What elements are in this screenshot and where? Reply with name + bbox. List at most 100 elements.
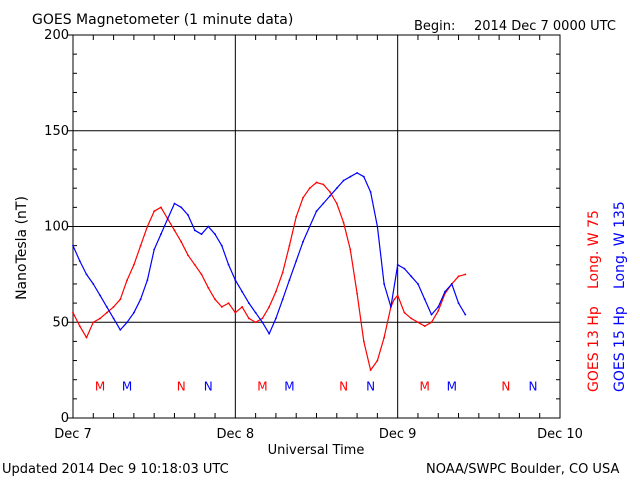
goes15-point — [247, 302, 250, 304]
midnight-marker: M — [122, 379, 132, 393]
goes15-point — [322, 202, 325, 205]
x-tick-label: Dec 7 — [54, 427, 92, 442]
goes15-point — [132, 311, 135, 314]
goes13-point — [281, 271, 284, 274]
x-axis-ticks: Dec 7 Dec 8 Dec 9 Dec 10 — [54, 35, 583, 442]
goes15-point — [119, 329, 122, 331]
chart-title: GOES Magnetometer (1 minute data) — [32, 12, 293, 28]
goes15-point — [329, 194, 331, 197]
goes15-point — [173, 202, 176, 205]
goes15-point — [227, 263, 230, 266]
goes15-point — [369, 191, 372, 193]
goes13-point — [99, 317, 101, 320]
goes15-point — [78, 260, 81, 262]
goes15-point — [430, 313, 433, 316]
goes13-point — [105, 311, 108, 314]
goes15-point — [376, 225, 379, 228]
goes13-point — [362, 340, 365, 343]
goes13-point — [288, 244, 291, 247]
goes13-point — [403, 311, 406, 314]
noon-marker: N — [177, 379, 186, 393]
midnight-marker: M — [284, 379, 294, 393]
x-axis-title: Universal Time — [268, 443, 365, 458]
goes15-point — [281, 298, 284, 301]
goes15-point — [180, 206, 183, 209]
goes13-point — [268, 306, 271, 308]
goes13-point — [295, 216, 298, 218]
goes13-point — [119, 298, 122, 301]
goes15-point — [362, 175, 365, 178]
midnight-marker: M — [420, 379, 430, 393]
goes13-point — [126, 279, 129, 282]
goes15-point — [423, 298, 426, 301]
goes15-point — [105, 306, 108, 308]
goes15-point — [308, 225, 311, 228]
goes13-point — [376, 359, 379, 362]
goes15-point — [166, 217, 169, 220]
goes15-point — [342, 179, 345, 182]
goes15-point — [437, 306, 440, 308]
goes13-point — [92, 321, 95, 324]
goes15-point — [261, 321, 264, 324]
goes15-point — [349, 175, 352, 178]
y-axis-ticks: 0 50 100 150 200 — [44, 28, 560, 426]
goes13-line — [72, 181, 466, 371]
goes15-point — [268, 332, 271, 335]
goes13-point — [85, 336, 88, 339]
goes15-point — [112, 317, 115, 320]
goes15-point — [254, 311, 257, 314]
updated-timestamp: Updated 2014 Dec 9 10:18:03 UTC — [2, 462, 229, 477]
goes15-point — [356, 171, 358, 174]
credit-text: NOAA/SWPC Boulder, CO USA — [426, 462, 619, 477]
goes13-point — [207, 286, 210, 289]
goes13-point — [227, 302, 230, 304]
goes13-point — [78, 325, 81, 327]
noon-marker: N — [528, 379, 537, 393]
goes13-point — [180, 240, 183, 243]
goes15-point — [396, 263, 399, 266]
goes13-point — [160, 206, 162, 209]
goes13-point — [437, 309, 440, 312]
goes13-point — [349, 248, 352, 251]
goes15-point — [146, 279, 149, 282]
goes13-point — [393, 298, 396, 301]
goes15-point — [234, 279, 237, 282]
goes15-point — [444, 290, 446, 293]
y-tick-label: 200 — [44, 28, 69, 43]
goes13-point — [335, 202, 338, 205]
y-tick-label: 100 — [44, 220, 69, 235]
x-tick-label: Dec 10 — [537, 427, 583, 442]
goes13-point — [153, 210, 156, 213]
midnight-marker: M — [257, 379, 267, 393]
x-tick-label: Dec 9 — [379, 427, 417, 442]
goes15-point — [288, 279, 291, 282]
goes15-point — [207, 225, 210, 228]
y-tick-label: 50 — [52, 315, 69, 330]
goes15-point — [193, 229, 196, 232]
goes15-line — [72, 172, 466, 335]
goes13-point — [173, 229, 176, 232]
goes15-point — [187, 214, 189, 216]
goes15-point — [335, 187, 338, 190]
midnight-marker: M — [447, 379, 457, 393]
y-tick-label: 150 — [44, 124, 69, 139]
goes13-point — [139, 244, 142, 247]
goes15-point — [139, 298, 142, 301]
goes15-point — [72, 244, 74, 247]
begin-value: 2014 Dec 7 0000 UTC — [474, 19, 616, 34]
noon-marker: N — [339, 379, 348, 393]
goes13-point — [329, 191, 331, 193]
goes13-point — [356, 292, 358, 295]
legend-goes15-name: GOES 15 Hp — [612, 306, 628, 392]
goes13-point — [315, 181, 318, 184]
grid — [73, 35, 560, 418]
goes15-point — [295, 260, 298, 262]
goes13-point — [369, 369, 372, 372]
goes15-point — [126, 321, 129, 324]
x-tick-label: Dec 8 — [217, 427, 255, 442]
goes13-point — [396, 294, 399, 297]
legend-goes13-longitude: Long. W 75 — [586, 210, 602, 289]
noon-marker: N — [366, 379, 375, 393]
series-lines — [72, 171, 467, 372]
